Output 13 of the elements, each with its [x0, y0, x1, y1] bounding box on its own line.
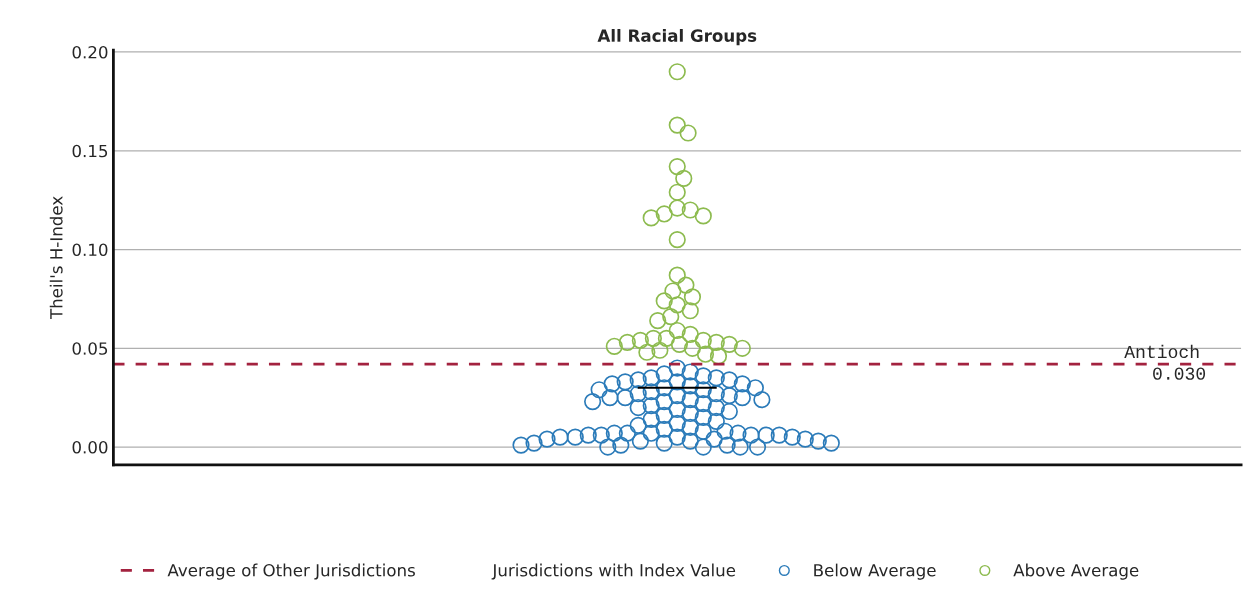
y-tick-label: 0.20	[72, 45, 108, 59]
y-tick-label: 0.15	[72, 144, 108, 158]
legend-label: Above Average	[1013, 563, 1139, 580]
y-tick-label: 0.10	[72, 243, 108, 257]
legend-label: Below Average	[814, 563, 936, 580]
y-tick-label: 0.05	[72, 342, 108, 355]
y-axis-title: Theil's H-Index	[49, 196, 63, 320]
annotation: Antioch	[1124, 344, 1199, 359]
legend-title: Jurisdictions with Index Value	[491, 563, 736, 580]
annotation: 0.030	[1153, 367, 1206, 380]
legend-label: Average of Other Jurisdictions	[167, 563, 415, 580]
y-tick-label: 0.00	[72, 441, 108, 454]
chart-title: All Racial Groups	[597, 29, 757, 46]
